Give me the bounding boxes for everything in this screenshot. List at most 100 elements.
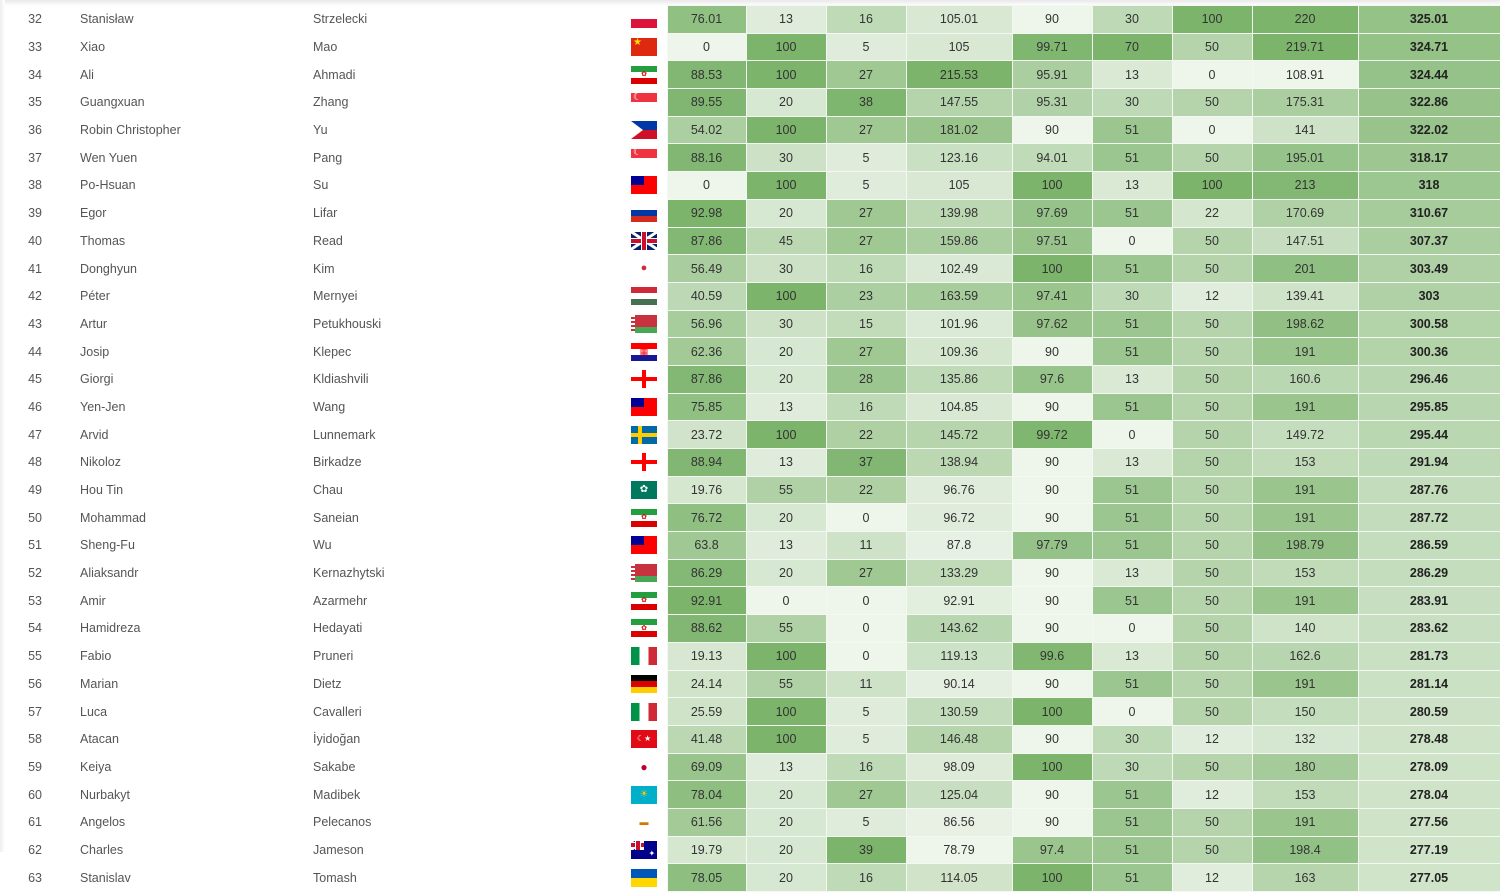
score-cell: 175.31 [1251,88,1359,117]
rank-cell: 47 [28,427,42,442]
score-cell: 97.6 [1011,364,1093,394]
score-cell: 125.04 [905,780,1013,809]
score-cell: 51 [1091,198,1173,228]
first-name-cell: Hamidreza [80,621,141,636]
flag-germany-icon [631,674,657,693]
score-cell: 96.72 [905,503,1013,533]
ranking-rows: 32 Stanisław Strzelecki 76.01 13 16 105.01 90 30… [0,5,1500,892]
score-cell: 50 [1171,337,1253,366]
table-row: 41 Donghyun Kim ● 56.49 30 16 102.49 100 51 50 201 3… [0,254,1500,283]
score-cell: 19.13 [666,641,747,671]
score-cell: 191 [1251,807,1359,837]
table-row: 63 Stanislav Tomash 78.05 20 16 114.05 100 51 12 1… [0,863,1500,892]
score-cell: 13 [1091,60,1173,90]
last-name-cell: Jameson [313,842,364,857]
flag-georgia-icon [631,370,657,389]
score-cell: 0 [825,503,907,533]
score-cell: 38 [825,88,907,117]
score-cell: 100 [745,281,827,311]
last-name-cell: Tomash [313,870,357,885]
score-cell: 16 [825,5,907,34]
first-name-cell: Donghyun [80,261,137,276]
table-row: 59 Keiya Sakabe ● 69.09 13 16 98.09 100 30 50 180 27… [0,752,1500,782]
last-name-cell: Ahmadi [313,67,356,82]
rank-cell: 58 [28,732,42,747]
last-name-cell: Read [313,233,343,248]
score-cell: 145.72 [905,420,1013,449]
score-cell: 100 [745,115,827,145]
score-cell: 141 [1251,115,1359,145]
total-score-cell: 325.01 [1357,5,1500,34]
score-cell: 191 [1251,475,1359,505]
flag-taiwan-icon [631,536,657,555]
score-cell: 20 [745,364,827,394]
score-cell: 51 [1091,503,1173,533]
score-cell: 11 [825,669,907,699]
total-score-cell: 277.56 [1357,807,1500,837]
last-name-cell: Su [313,178,329,193]
score-cell: 86.29 [666,558,747,588]
score-cell: 51 [1091,392,1173,422]
flag-iran-icon: ✿ [631,508,657,527]
flag-cell: ☾ [629,144,667,172]
table-row: 44 Josip Klepec ▦ 62.36 20 27 109.36 90 51 50 191 30… [0,337,1500,366]
total-score-cell: 310.67 [1357,198,1500,228]
table-row: 35 Guangxuan Zhang ☾ 89.55 20 38 147.55 95.31 30 5… [0,88,1500,117]
flag-cell: ▬ [629,808,667,836]
first-name-cell: Stanisław [80,12,134,27]
first-name-cell: Luca [80,704,108,719]
score-cell: 100 [745,171,827,200]
table-row: 40 Thomas Read 87.86 45 27 159.86 97.51 0 50 147.5… [0,226,1500,256]
score-cell: 50 [1171,309,1253,339]
first-name-cell: Thomas [80,233,126,248]
flag-cell [629,393,667,421]
flag-hungary-icon [631,287,657,306]
rank-cell: 62 [28,842,42,857]
table-row: 61 Angelos Pelecanos ▬ 61.56 20 5 86.56 90 51 50 19… [0,807,1500,837]
flag-cell: ● [629,753,667,781]
score-cell: 27 [825,780,907,809]
table-row: 49 Hou Tin Chau ✿ 19.76 55 22 96.76 90 51 50 191 287… [0,475,1500,505]
score-cell: 45 [745,226,827,256]
table-row: 42 Péter Mernyei 40.59 100 23 163.59 97.41 30 12 1… [0,281,1500,311]
last-name-cell: Wang [313,399,346,414]
rank-cell: 44 [28,344,42,359]
flag-cell: ● [629,255,667,283]
flag-cell [629,642,667,670]
total-score-cell: 283.91 [1357,586,1500,616]
last-name-cell: Lunnemark [313,427,376,442]
rank-cell: 57 [28,704,42,719]
flag-cell: ✿ [629,587,667,615]
last-name-cell: Kldiashvili [313,372,369,387]
flag-cell [629,116,667,144]
score-cell: 23 [825,281,907,311]
score-cell: 88.16 [666,143,747,173]
table-row: 57 Luca Cavalleri 25.59 100 5 130.59 100 0 50 150 2… [0,697,1500,726]
score-cell: 20 [745,863,827,892]
score-cell: 162.6 [1251,641,1359,671]
score-cell: 25.59 [666,697,747,726]
last-name-cell: Petukhouski [313,316,382,331]
rank-cell: 49 [28,483,42,498]
last-name-cell: Mao [313,40,338,55]
score-cell: 114.05 [905,863,1013,892]
score-cell: 0 [1171,60,1253,90]
flag-australia-icon: ✦ [631,840,657,859]
flag-taiwan-icon [631,176,657,195]
score-cell: 50 [1171,752,1253,782]
last-name-cell: İyidoğan [313,732,361,747]
score-cell: 13 [1091,448,1173,477]
table-row: 46 Yen-Jen Wang 75.85 13 16 104.85 90 51 50 191 295… [0,392,1500,422]
total-score-cell: 278.09 [1357,752,1500,782]
score-cell: 100 [1011,752,1093,782]
first-name-cell: Egor [80,206,107,221]
total-score-cell: 296.46 [1357,364,1500,394]
first-name-cell: Stanislav [80,870,131,885]
rank-cell: 38 [28,178,42,193]
flag-cell [629,199,667,227]
score-cell: 13 [745,5,827,34]
score-cell: 50 [1171,586,1253,616]
rank-cell: 48 [28,455,42,470]
score-cell: 198.4 [1251,835,1359,865]
rank-cell: 32 [28,12,42,27]
